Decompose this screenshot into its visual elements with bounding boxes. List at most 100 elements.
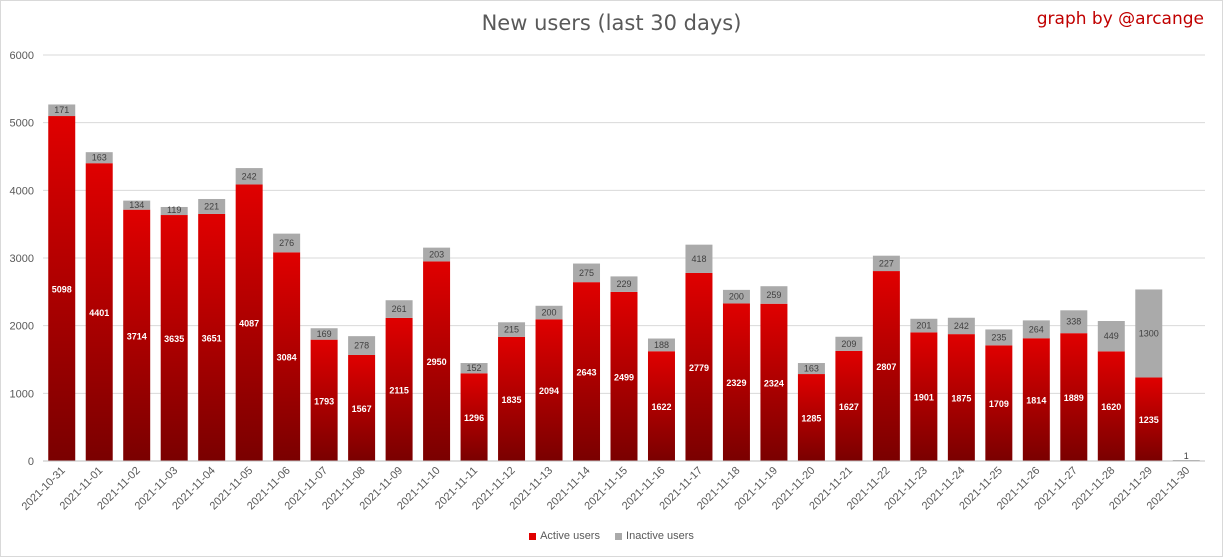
- bar-active: [610, 291, 638, 461]
- data-label-active: 4087: [239, 319, 259, 329]
- data-label-inactive: 221: [204, 201, 219, 211]
- legend-item-inactive: Inactive users: [615, 530, 694, 542]
- data-label-inactive: 278: [354, 341, 369, 351]
- bar-inactive: [460, 363, 488, 374]
- bar-inactive: [985, 329, 1013, 346]
- bar-active: [460, 373, 488, 461]
- data-label-active: 3635: [164, 334, 184, 344]
- bar-active: [910, 332, 938, 461]
- data-label-inactive: 449: [1104, 331, 1119, 341]
- data-label-inactive: 235: [991, 332, 1006, 342]
- data-label-inactive: 242: [954, 321, 969, 331]
- data-label-inactive: 152: [467, 363, 482, 373]
- legend-swatch-inactive: [615, 532, 623, 540]
- legend-label-inactive: Inactive users: [626, 530, 694, 542]
- data-label-inactive: 229: [616, 279, 631, 289]
- bar-inactive: [947, 317, 975, 335]
- bar-inactive: [685, 244, 713, 273]
- bar-active: [797, 374, 825, 461]
- bar-active: [385, 317, 413, 461]
- bar-inactive: [535, 305, 563, 320]
- bar-inactive: [348, 336, 376, 355]
- y-tick-label: 2000: [10, 321, 34, 333]
- bar-inactive: [1135, 289, 1163, 378]
- bar-inactive: [872, 255, 900, 272]
- data-label-inactive: 134: [129, 200, 144, 210]
- data-label-active: 2324: [764, 378, 784, 388]
- data-label-active: 3651: [202, 333, 222, 343]
- bars: [48, 104, 1200, 461]
- data-label-inactive: 242: [242, 171, 257, 181]
- data-label-inactive: 163: [804, 364, 819, 374]
- bar-active: [48, 116, 76, 461]
- bar-inactive: [310, 328, 338, 340]
- y-tick-label: 0: [28, 456, 34, 468]
- bar-inactive: [1022, 320, 1050, 339]
- bar-inactive: [123, 200, 151, 210]
- data-label-active: 1622: [651, 402, 671, 412]
- data-label-active: 2643: [577, 368, 597, 378]
- bar-active: [423, 261, 451, 461]
- data-label-active: 1296: [464, 413, 484, 423]
- data-label-active: 1835: [502, 395, 522, 405]
- bar-active: [760, 303, 788, 461]
- bar-active: [85, 163, 113, 461]
- bar-inactive: [48, 104, 76, 117]
- bar-active: [160, 215, 188, 461]
- data-label-inactive: 227: [879, 258, 894, 268]
- bar-active: [123, 209, 151, 461]
- data-label-active: 2807: [876, 362, 896, 372]
- bar-active: [498, 336, 526, 461]
- bar-inactive: [610, 276, 638, 292]
- bar-active: [198, 213, 226, 461]
- bar-active: [348, 354, 376, 461]
- bar-inactive: [647, 338, 675, 352]
- data-label-active: 1709: [989, 399, 1009, 409]
- bar-active: [1022, 338, 1050, 461]
- bar-inactive: [573, 263, 601, 283]
- chart-title: New users (last 30 days): [481, 11, 742, 35]
- data-label-inactive: 203: [429, 250, 444, 260]
- bar-inactive: [498, 322, 526, 337]
- bar-inactive: [1097, 320, 1125, 352]
- data-label-inactive: 119: [167, 205, 181, 215]
- legend-label-active: Active users: [540, 530, 600, 542]
- bar-active: [1135, 377, 1163, 461]
- data-label-active: 2779: [689, 363, 709, 373]
- bar-active: [535, 319, 563, 461]
- y-tick-label: 4000: [10, 185, 34, 197]
- bar-active: [647, 351, 675, 461]
- data-label-inactive: 188: [654, 340, 669, 350]
- data-label-inactive: 171: [54, 105, 69, 115]
- legend-swatch-active: [529, 532, 537, 540]
- data-label-active: 2115: [389, 385, 409, 395]
- bar-active: [1060, 333, 1088, 461]
- data-label-active: 1567: [352, 404, 372, 414]
- bar-inactive: [797, 363, 825, 375]
- bar-active: [685, 272, 713, 461]
- credit-label: graph by @arcange: [1036, 9, 1204, 29]
- data-label-active: 1875: [951, 394, 971, 404]
- data-label-inactive: 201: [916, 321, 931, 331]
- bar-inactive: [85, 152, 113, 164]
- data-label-active: 3714: [127, 331, 147, 341]
- bar-active: [273, 252, 301, 461]
- data-label-inactive: 418: [691, 254, 706, 264]
- data-label-inactive: 163: [92, 153, 107, 163]
- data-label-inactive: 338: [1066, 317, 1081, 327]
- legend: Active users Inactive users: [0, 530, 1223, 543]
- data-label-active: 4401: [89, 308, 109, 318]
- bar-inactive: [198, 198, 226, 214]
- data-label-active: 1889: [1064, 393, 1084, 403]
- bar-inactive: [835, 336, 863, 351]
- bar-inactive: [423, 247, 451, 262]
- data-label-inactive: 276: [279, 238, 294, 248]
- data-label-active: 1814: [1026, 396, 1046, 406]
- bar-active: [235, 184, 263, 461]
- data-labels: 5098 171 4401 163 3714 134 3635 119 3651 221 4087 2…: [52, 105, 1189, 461]
- data-label-inactive: 200: [729, 292, 744, 302]
- legend-item-active: Active users: [529, 530, 600, 542]
- data-label-active: 1901: [914, 393, 934, 403]
- bar-active: [985, 345, 1013, 461]
